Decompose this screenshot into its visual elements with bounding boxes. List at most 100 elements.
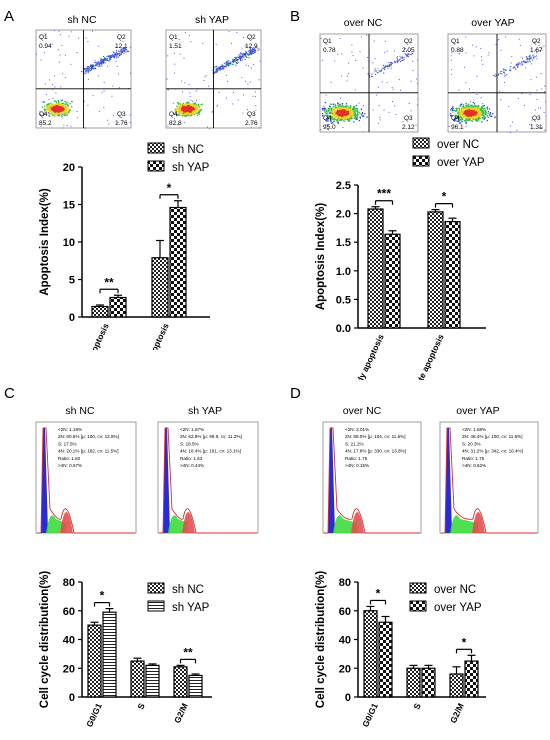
event-dot xyxy=(478,113,480,116)
event-dot xyxy=(118,73,120,75)
panel-letter-d: D xyxy=(290,385,301,402)
event-dot xyxy=(227,63,229,65)
event-dot xyxy=(178,110,180,112)
event-dot xyxy=(465,106,467,108)
event-dot xyxy=(467,108,470,111)
event-dot xyxy=(328,109,330,111)
event-dot xyxy=(215,71,217,73)
event-dot xyxy=(465,122,467,124)
event-dot xyxy=(481,113,483,116)
event-dot xyxy=(245,64,247,66)
event-dot xyxy=(529,55,531,57)
event-dot xyxy=(186,112,188,114)
event-dot xyxy=(459,105,461,108)
event-dot xyxy=(390,65,392,67)
event-dot xyxy=(337,53,339,55)
event-dot xyxy=(183,113,185,115)
event-dot xyxy=(84,68,86,70)
event-dot xyxy=(526,60,528,62)
event-dot xyxy=(177,110,179,113)
quadrant-value-q3: 1.31 xyxy=(530,124,543,131)
event-dot xyxy=(249,48,251,50)
event-dot xyxy=(353,107,355,109)
event-dot xyxy=(113,52,115,54)
event-dot xyxy=(194,102,196,104)
event-dot xyxy=(194,105,196,107)
event-dot xyxy=(90,70,92,72)
event-dot xyxy=(354,108,356,110)
event-dot xyxy=(359,51,361,53)
event-dot xyxy=(63,110,65,112)
event-dot xyxy=(103,56,105,58)
event-dot xyxy=(483,109,485,112)
event-dot xyxy=(348,106,350,109)
event-dot xyxy=(326,112,328,115)
event-dot xyxy=(469,116,471,118)
event-dot xyxy=(460,107,463,109)
event-dot xyxy=(178,106,181,109)
event-dot xyxy=(85,70,87,73)
event-dot xyxy=(190,109,193,112)
event-dot xyxy=(62,110,64,112)
g2-peak xyxy=(351,512,364,533)
event-dot xyxy=(100,63,102,65)
event-dot xyxy=(53,100,56,102)
event-dot xyxy=(451,69,453,71)
event-dot xyxy=(225,66,227,69)
event-dot xyxy=(44,52,46,54)
event-dot xyxy=(480,114,482,116)
event-dot xyxy=(341,114,344,116)
event-dot xyxy=(101,91,103,93)
event-dot xyxy=(228,31,230,33)
event-dot xyxy=(470,107,473,109)
event-dot xyxy=(91,30,93,32)
event-dot xyxy=(180,105,182,107)
event-dot xyxy=(114,54,116,56)
event-dot xyxy=(356,109,358,112)
event-dot xyxy=(41,101,43,103)
event-dot xyxy=(504,75,506,77)
event-dot xyxy=(182,106,184,108)
event-dot xyxy=(252,50,254,52)
event-dot xyxy=(461,118,463,121)
event-dot xyxy=(527,61,529,63)
event-dot xyxy=(352,114,354,116)
event-dot xyxy=(345,109,348,111)
event-dot xyxy=(100,62,102,64)
event-dot xyxy=(405,55,407,57)
event-dot xyxy=(238,54,240,56)
event-dot xyxy=(486,106,489,108)
event-dot xyxy=(251,52,254,54)
event-dot xyxy=(46,103,48,106)
event-dot xyxy=(55,109,58,111)
event-dot xyxy=(87,41,89,43)
event-dot xyxy=(415,124,417,126)
event-dot xyxy=(227,65,230,67)
event-dot xyxy=(486,108,488,110)
event-dot xyxy=(223,65,225,67)
event-dot xyxy=(466,113,468,115)
event-dot xyxy=(355,105,357,107)
quadrant-value-q1: 0.78 xyxy=(323,47,336,54)
event-dot xyxy=(65,110,68,112)
event-dot xyxy=(411,53,413,55)
event-dot xyxy=(354,114,356,117)
event-dot xyxy=(44,110,46,112)
event-dot xyxy=(63,111,65,114)
event-dot xyxy=(353,107,356,110)
event-dot xyxy=(65,112,67,114)
event-dot xyxy=(189,107,191,110)
event-dot xyxy=(182,91,184,93)
event-dot xyxy=(228,64,230,66)
event-dot xyxy=(236,62,238,64)
event-dot xyxy=(390,63,392,65)
event-dot xyxy=(482,63,484,65)
event-dot xyxy=(378,104,380,106)
event-dot xyxy=(70,31,72,33)
event-dot xyxy=(208,85,210,87)
event-dot xyxy=(468,88,470,90)
event-dot xyxy=(475,114,477,116)
event-dot xyxy=(89,69,91,71)
event-dot xyxy=(451,109,454,111)
